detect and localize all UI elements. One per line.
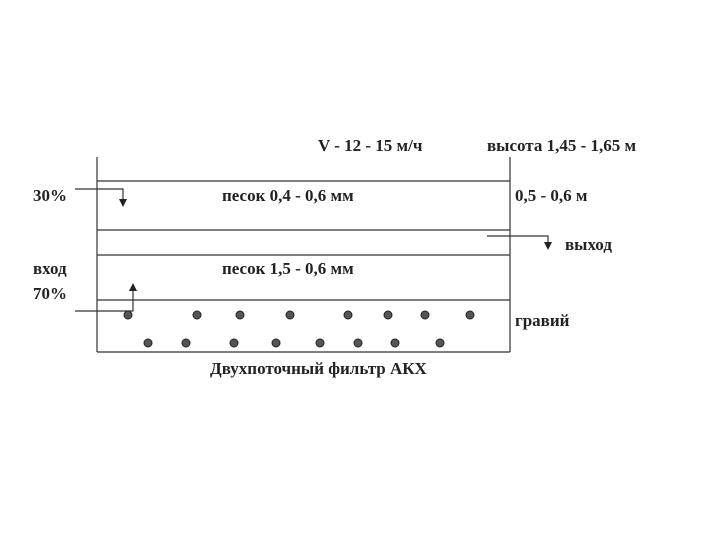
outlet: выход [565, 235, 612, 254]
height: высота 1,45 - 1,65 м [487, 136, 636, 155]
top-share: 30% [33, 186, 67, 205]
layer-label: гравий [515, 311, 570, 330]
layer-thickness: 0,5 - 0,6 м [515, 186, 588, 205]
layer-label: песок 0,4 - 0,6 мм [222, 186, 354, 205]
inlet: вход [33, 259, 67, 278]
gravel [123, 310, 475, 348]
layer-label: песок 1,5 - 0,6 мм [222, 259, 354, 278]
arrows [75, 188, 552, 312]
bottom-share: 70% [33, 284, 67, 303]
filter-box [96, 157, 511, 353]
caption: Двухпоточный фильтр АКХ [210, 359, 428, 378]
speed: V - 12 - 15 м/ч [318, 136, 423, 155]
